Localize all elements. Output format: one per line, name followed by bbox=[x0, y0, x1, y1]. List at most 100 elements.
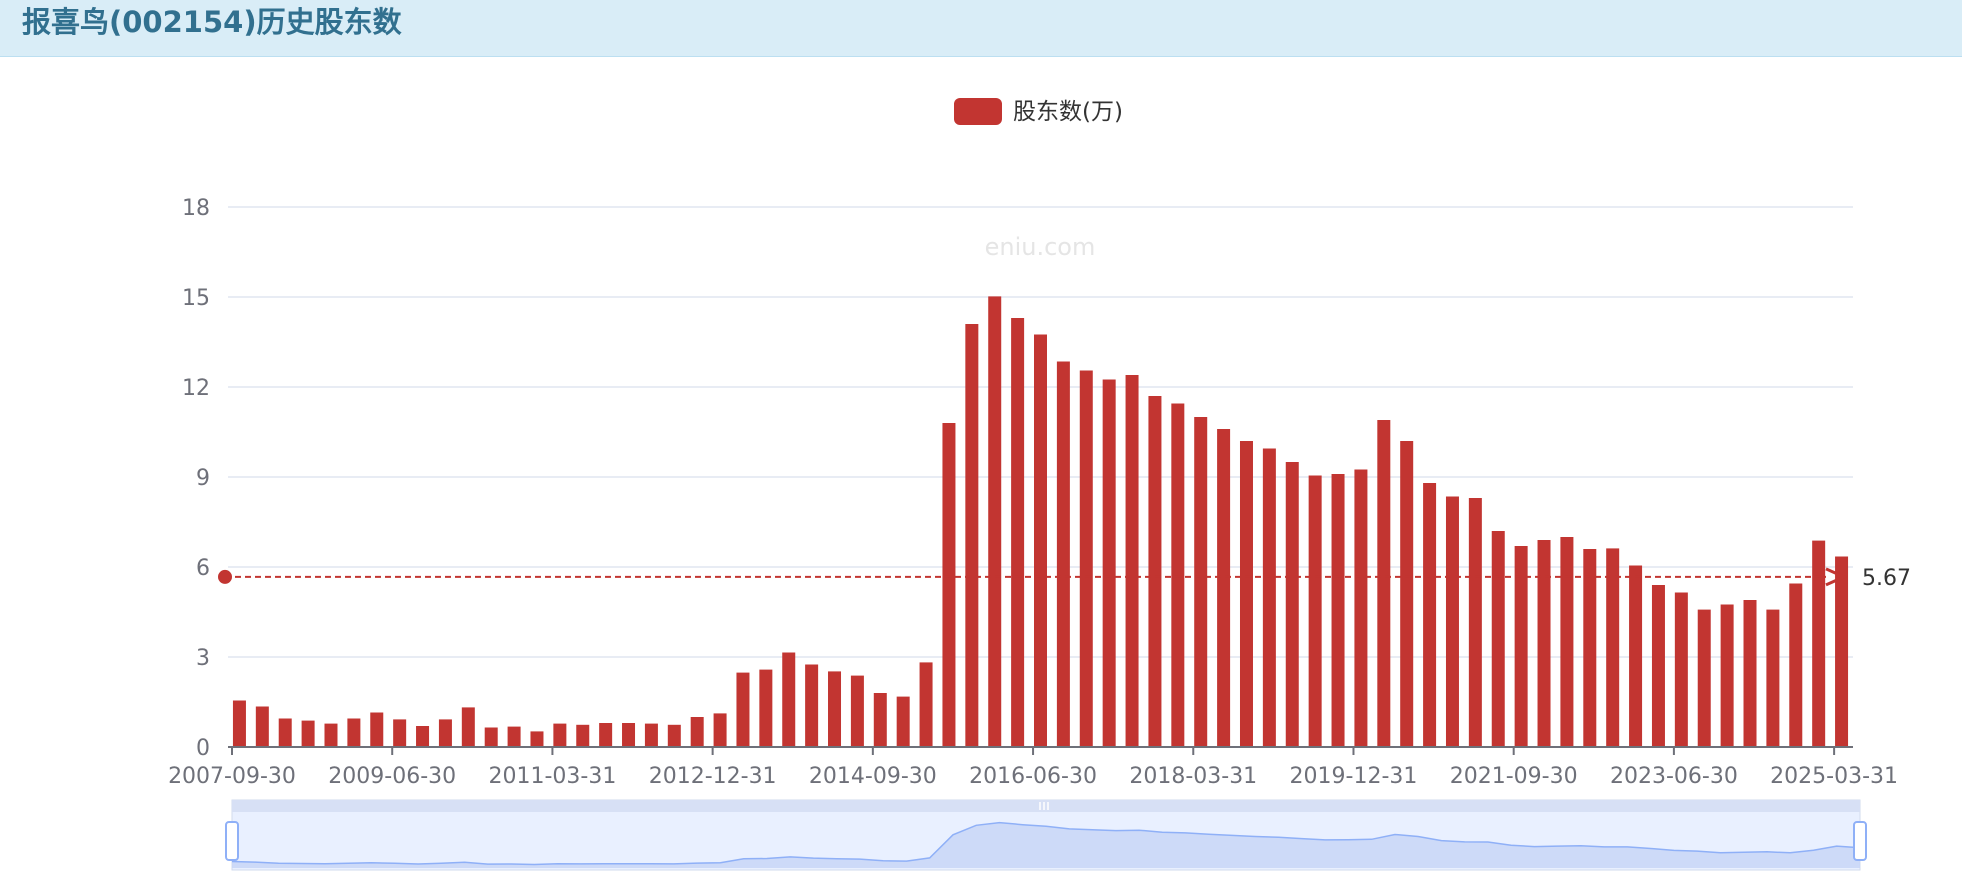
bar[interactable] bbox=[1629, 565, 1643, 748]
bar[interactable] bbox=[736, 672, 750, 747]
bar[interactable] bbox=[1514, 546, 1528, 747]
bar[interactable] bbox=[1285, 462, 1299, 747]
bar[interactable] bbox=[507, 726, 521, 747]
bar[interactable] bbox=[1011, 318, 1025, 747]
bar[interactable] bbox=[919, 662, 933, 747]
page-header: 报喜鸟(002154)历史股东数 bbox=[0, 0, 1962, 57]
bar[interactable] bbox=[438, 719, 452, 747]
bar[interactable] bbox=[1148, 396, 1162, 747]
bar[interactable] bbox=[278, 718, 292, 748]
x-tick-label: 2025-03-31 bbox=[1770, 764, 1898, 789]
bar[interactable] bbox=[484, 727, 498, 748]
bar[interactable] bbox=[1835, 556, 1849, 748]
legend-swatch[interactable] bbox=[954, 98, 1002, 125]
bar[interactable] bbox=[1468, 498, 1482, 747]
bar[interactable] bbox=[416, 726, 430, 747]
bar[interactable] bbox=[1217, 429, 1231, 747]
y-tick-label: 0 bbox=[196, 736, 210, 761]
zoom-slider-data-line bbox=[231, 821, 1861, 866]
x-tick-label: 2018-03-31 bbox=[1129, 764, 1257, 789]
y-tick-label: 15 bbox=[182, 286, 210, 311]
bar[interactable] bbox=[1560, 537, 1574, 747]
bar[interactable] bbox=[1354, 469, 1368, 748]
watermark: eniu.com bbox=[985, 233, 1096, 261]
bar[interactable] bbox=[1789, 583, 1803, 748]
bar[interactable] bbox=[1239, 441, 1253, 747]
mark-line-arrow bbox=[1825, 567, 1848, 587]
bar[interactable] bbox=[301, 720, 315, 747]
x-tick-label: 2011-03-31 bbox=[488, 764, 616, 789]
bar[interactable] bbox=[553, 723, 567, 747]
bar[interactable] bbox=[622, 723, 636, 747]
x-tick-label: 2019-12-31 bbox=[1290, 764, 1418, 789]
bar[interactable] bbox=[713, 713, 727, 747]
bar[interactable] bbox=[599, 723, 613, 747]
bar[interactable] bbox=[1308, 475, 1322, 748]
bar[interactable] bbox=[1056, 361, 1070, 748]
bar[interactable] bbox=[393, 719, 407, 747]
bar[interactable] bbox=[324, 723, 338, 747]
bar[interactable] bbox=[1331, 474, 1345, 747]
bar[interactable] bbox=[1606, 548, 1620, 747]
page-title: 报喜鸟(002154)历史股东数 bbox=[22, 5, 402, 39]
bar[interactable] bbox=[759, 669, 773, 747]
y-tick-label: 18 bbox=[182, 196, 210, 221]
x-tick-label: 2016-06-30 bbox=[969, 764, 1097, 789]
bar[interactable] bbox=[1537, 540, 1551, 747]
bar[interactable] bbox=[1125, 375, 1139, 747]
zoom-slider-top-bar[interactable] bbox=[232, 800, 1860, 812]
bar[interactable] bbox=[988, 296, 1002, 747]
zoom-handle-left[interactable] bbox=[225, 821, 239, 861]
bar[interactable] bbox=[873, 693, 887, 747]
bar[interactable] bbox=[828, 671, 842, 747]
bar[interactable] bbox=[667, 724, 681, 747]
mark-line-label: 5.67 bbox=[1862, 566, 1911, 591]
bar[interactable] bbox=[965, 324, 979, 747]
bar[interactable] bbox=[1766, 609, 1780, 747]
bar[interactable] bbox=[461, 707, 475, 747]
y-tick-label: 6 bbox=[196, 556, 210, 581]
x-tick-label: 2007-09-30 bbox=[168, 764, 296, 789]
bar[interactable] bbox=[1491, 531, 1505, 747]
bar[interactable] bbox=[644, 723, 658, 747]
bar[interactable] bbox=[530, 731, 544, 747]
bar[interactable] bbox=[850, 675, 864, 747]
x-tick-label: 2023-06-30 bbox=[1610, 764, 1738, 789]
x-tick-label: 2009-06-30 bbox=[328, 764, 456, 789]
y-tick-label: 3 bbox=[196, 646, 210, 671]
bar[interactable] bbox=[1194, 417, 1208, 747]
bar[interactable] bbox=[896, 696, 910, 747]
bar[interactable] bbox=[1034, 334, 1047, 748]
bar[interactable] bbox=[805, 664, 819, 748]
bar[interactable] bbox=[1102, 379, 1116, 748]
bar[interactable] bbox=[1262, 448, 1276, 748]
bar[interactable] bbox=[1423, 483, 1437, 747]
x-tick-label: 2012-12-31 bbox=[649, 764, 777, 789]
bar[interactable] bbox=[1720, 604, 1734, 748]
bar[interactable] bbox=[782, 652, 796, 748]
bar[interactable] bbox=[1697, 609, 1711, 747]
bar[interactable] bbox=[1377, 420, 1391, 747]
bar[interactable] bbox=[576, 724, 590, 747]
bar[interactable] bbox=[1583, 549, 1597, 747]
bar[interactable] bbox=[942, 423, 956, 747]
x-tick-label: 2014-09-30 bbox=[809, 764, 937, 789]
mark-line-start-point bbox=[218, 569, 232, 584]
bar[interactable] bbox=[1171, 403, 1185, 748]
bar[interactable] bbox=[1400, 441, 1414, 747]
bar[interactable] bbox=[1445, 496, 1459, 748]
bar[interactable] bbox=[690, 717, 704, 747]
bar[interactable] bbox=[1743, 600, 1757, 747]
zoom-handle-right[interactable] bbox=[1853, 821, 1867, 861]
bar[interactable] bbox=[347, 718, 361, 748]
legend-label[interactable]: 股东数(万) bbox=[1013, 99, 1123, 125]
bar[interactable] bbox=[1079, 370, 1093, 748]
bar[interactable] bbox=[255, 706, 269, 748]
bar[interactable] bbox=[1674, 592, 1688, 748]
y-tick-label: 9 bbox=[196, 466, 210, 491]
bar[interactable] bbox=[1812, 540, 1826, 747]
bar[interactable] bbox=[370, 712, 384, 748]
bar[interactable] bbox=[232, 700, 246, 748]
bar[interactable] bbox=[1651, 585, 1665, 747]
